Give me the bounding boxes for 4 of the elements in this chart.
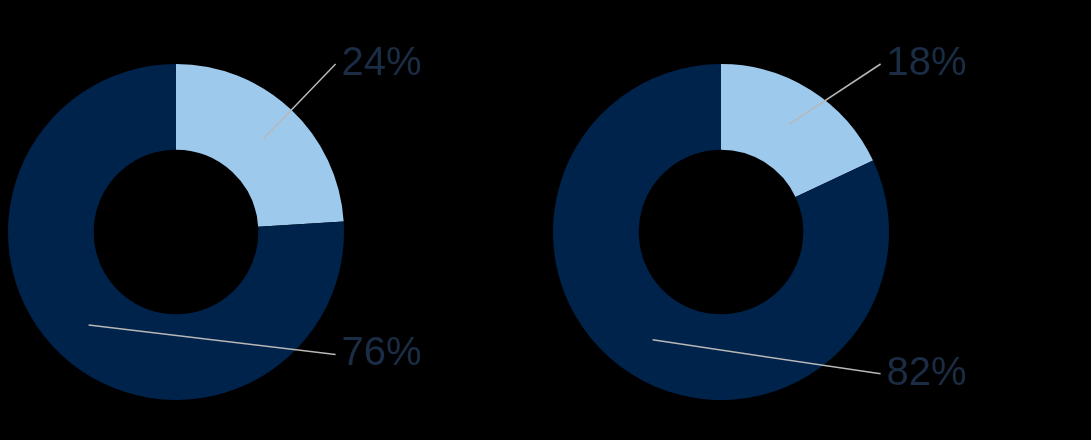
data-label: 82% (886, 348, 967, 393)
data-label: 24% (341, 39, 422, 84)
data-label: 18% (886, 39, 967, 84)
data-label: 76% (341, 329, 422, 374)
